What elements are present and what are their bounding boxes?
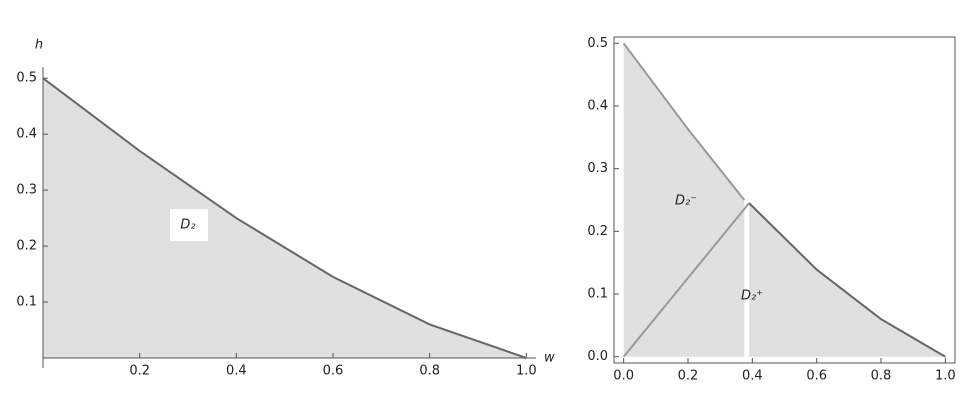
curve	[622, 42, 746, 201]
x-tick-label: 0.0	[613, 369, 634, 384]
y-tick-label: 0.2	[587, 224, 608, 239]
curve	[748, 202, 946, 358]
region-label: D₂⁻	[675, 194, 697, 209]
x-tick-label: 0.6	[323, 364, 344, 379]
y-tick-label: 0.1	[16, 295, 37, 310]
area-fill	[623, 43, 745, 357]
x-tick-label: 0.4	[742, 369, 763, 384]
x-tick-label: 0.8	[419, 364, 440, 379]
curve	[42, 77, 527, 359]
y-tick-label: 0.5	[587, 36, 608, 51]
region-label: D₂	[180, 218, 195, 233]
x-tick-label: 0.8	[871, 369, 892, 384]
y-tick-label: 0.3	[16, 183, 37, 198]
y-tick-label: 0.5	[16, 71, 37, 86]
x-tick-label: 0.2	[678, 369, 699, 384]
region-label: D₂⁺	[741, 289, 763, 304]
y-tick-label: 0.4	[587, 98, 608, 113]
x-tick-label: 0.2	[129, 364, 150, 379]
plot-frame	[613, 36, 956, 364]
label-box	[170, 209, 208, 241]
y-tick-label: 0.3	[587, 161, 608, 176]
curve	[622, 202, 750, 358]
area-fill	[749, 203, 946, 357]
x-tick-label: 0.6	[806, 369, 827, 384]
x-tick-label: 0.4	[226, 364, 247, 379]
y-axis-label: h	[35, 38, 43, 53]
y-tick-label: 0.2	[16, 239, 37, 254]
x-axis-label: w	[544, 351, 555, 366]
y-tick-label: 0.1	[587, 287, 608, 302]
x-tick-label: 1.0	[935, 369, 956, 384]
area-fill	[43, 78, 527, 358]
x-tick-label: 1.0	[516, 364, 537, 379]
y-tick-label: 0.4	[16, 127, 37, 142]
y-tick-label: 0.0	[587, 349, 608, 364]
